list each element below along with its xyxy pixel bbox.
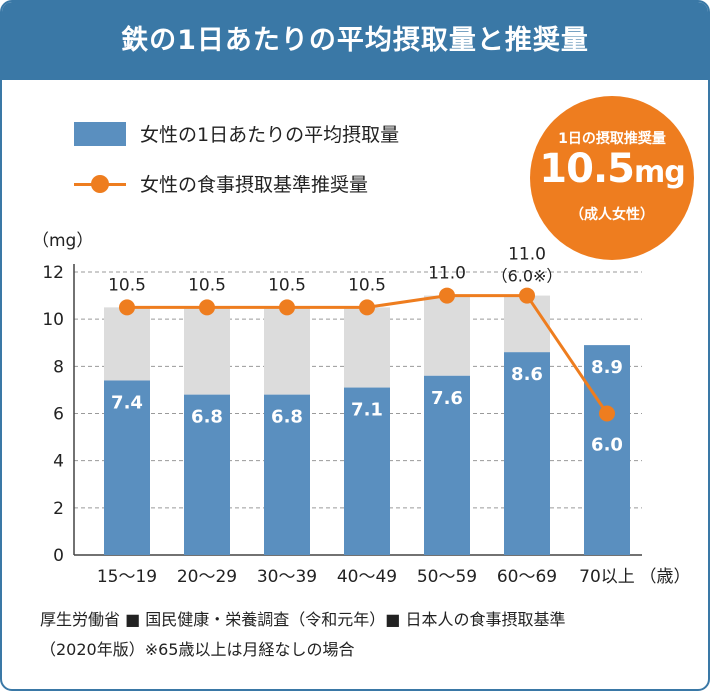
recommended-point-label: 11.0 bbox=[428, 264, 466, 284]
intake-bar bbox=[264, 394, 310, 555]
x-tick-label: 20〜29 bbox=[177, 567, 237, 587]
legend-item-line: 女性の食事摂取基準推奨量 bbox=[74, 170, 368, 197]
recommended-bar-bg bbox=[264, 307, 310, 395]
badge-value: 10.5mg bbox=[530, 146, 694, 192]
x-tick-label: 50〜59 bbox=[417, 567, 477, 587]
y-tick-label: 2 bbox=[53, 499, 64, 519]
intake-bar bbox=[504, 352, 550, 555]
recommended-point bbox=[439, 287, 455, 304]
y-tick-label: 6 bbox=[53, 405, 64, 425]
intake-bar-label: 6.8 bbox=[271, 407, 303, 428]
chart-title: 鉄の1日あたりの平均摂取量と推奨量 bbox=[2, 2, 708, 80]
recommended-point bbox=[519, 287, 535, 304]
recommended-point-label: 10.5 bbox=[268, 275, 306, 295]
badge-title: 1日の摂取推奨量 bbox=[558, 131, 666, 147]
recommended-point-label: 10.5 bbox=[108, 275, 146, 295]
intake-bar bbox=[424, 375, 470, 555]
legend-item-bars: 女性の1日あたりの平均摂取量 bbox=[74, 120, 399, 147]
recommended-bar-bg bbox=[184, 307, 230, 395]
recommended-point bbox=[119, 299, 135, 316]
badge-number: 10.5 bbox=[539, 146, 635, 192]
intake-bar bbox=[584, 345, 630, 555]
recommended-point-label: 10.5 bbox=[348, 275, 386, 295]
intake-bar-label: 7.4 bbox=[111, 392, 143, 413]
intake-bar-label: 6.8 bbox=[191, 407, 223, 428]
recommended-point-label: 6.0 bbox=[591, 435, 623, 456]
recommended-point bbox=[359, 299, 375, 316]
recommended-bar-bg bbox=[104, 307, 150, 381]
badge-unit: mg bbox=[633, 155, 686, 190]
intake-bar bbox=[184, 394, 230, 555]
recommended-bar-bg bbox=[504, 295, 550, 353]
source-line-1: 厚生労働省 ■ 国民健康・栄養調査（令和元年）■ 日本人の食事摂取基準 bbox=[40, 610, 566, 629]
y-tick-label: 10 bbox=[42, 310, 64, 330]
x-tick-label: 70以上 bbox=[579, 567, 635, 587]
y-axis-unit: （mg） bbox=[32, 231, 93, 251]
recommended-point-label: 10.5 bbox=[188, 275, 226, 295]
recommended-bar-bg bbox=[344, 307, 390, 388]
y-tick-label: 0 bbox=[53, 546, 64, 566]
legend-bar-swatch bbox=[74, 121, 126, 146]
recommended-point bbox=[599, 405, 615, 422]
x-tick-label: 30〜39 bbox=[257, 567, 317, 587]
intake-bar-label: 7.6 bbox=[431, 388, 463, 409]
badge-subtitle: （成人女性） bbox=[570, 207, 654, 223]
recommended-point bbox=[199, 299, 215, 316]
recommended-point-label: 11.0 bbox=[508, 245, 546, 265]
y-tick-label: 4 bbox=[53, 452, 64, 472]
x-tick-label: 15〜19 bbox=[97, 567, 157, 587]
y-tick-label: 8 bbox=[53, 357, 64, 377]
legend-line-swatch bbox=[74, 172, 126, 196]
recommended-annotation: （6.0※） bbox=[492, 267, 563, 286]
source-line-2: （2020年版）※65歳以上は月経なしの場合 bbox=[40, 640, 355, 659]
legend-line-label: 女性の食事摂取基準推奨量 bbox=[140, 174, 369, 196]
x-tick-label: 40〜49 bbox=[337, 567, 397, 587]
intake-bar-label: 7.1 bbox=[351, 400, 383, 421]
recommended-badge: 1日の摂取推奨量 10.5mg （成人女性） bbox=[530, 96, 694, 260]
y-tick-label: 12 bbox=[42, 263, 64, 283]
recommended-point bbox=[279, 299, 295, 316]
legend-bar-label: 女性の1日あたりの平均摂取量 bbox=[140, 124, 400, 146]
recommended-bar-bg bbox=[424, 295, 470, 376]
intake-bar-label: 8.9 bbox=[591, 357, 623, 378]
intake-bar bbox=[104, 380, 150, 555]
x-axis-unit: （歳） bbox=[640, 567, 691, 587]
intake-bar-label: 8.6 bbox=[511, 364, 543, 385]
x-tick-label: 60〜69 bbox=[497, 567, 557, 587]
intake-bar bbox=[344, 387, 390, 555]
